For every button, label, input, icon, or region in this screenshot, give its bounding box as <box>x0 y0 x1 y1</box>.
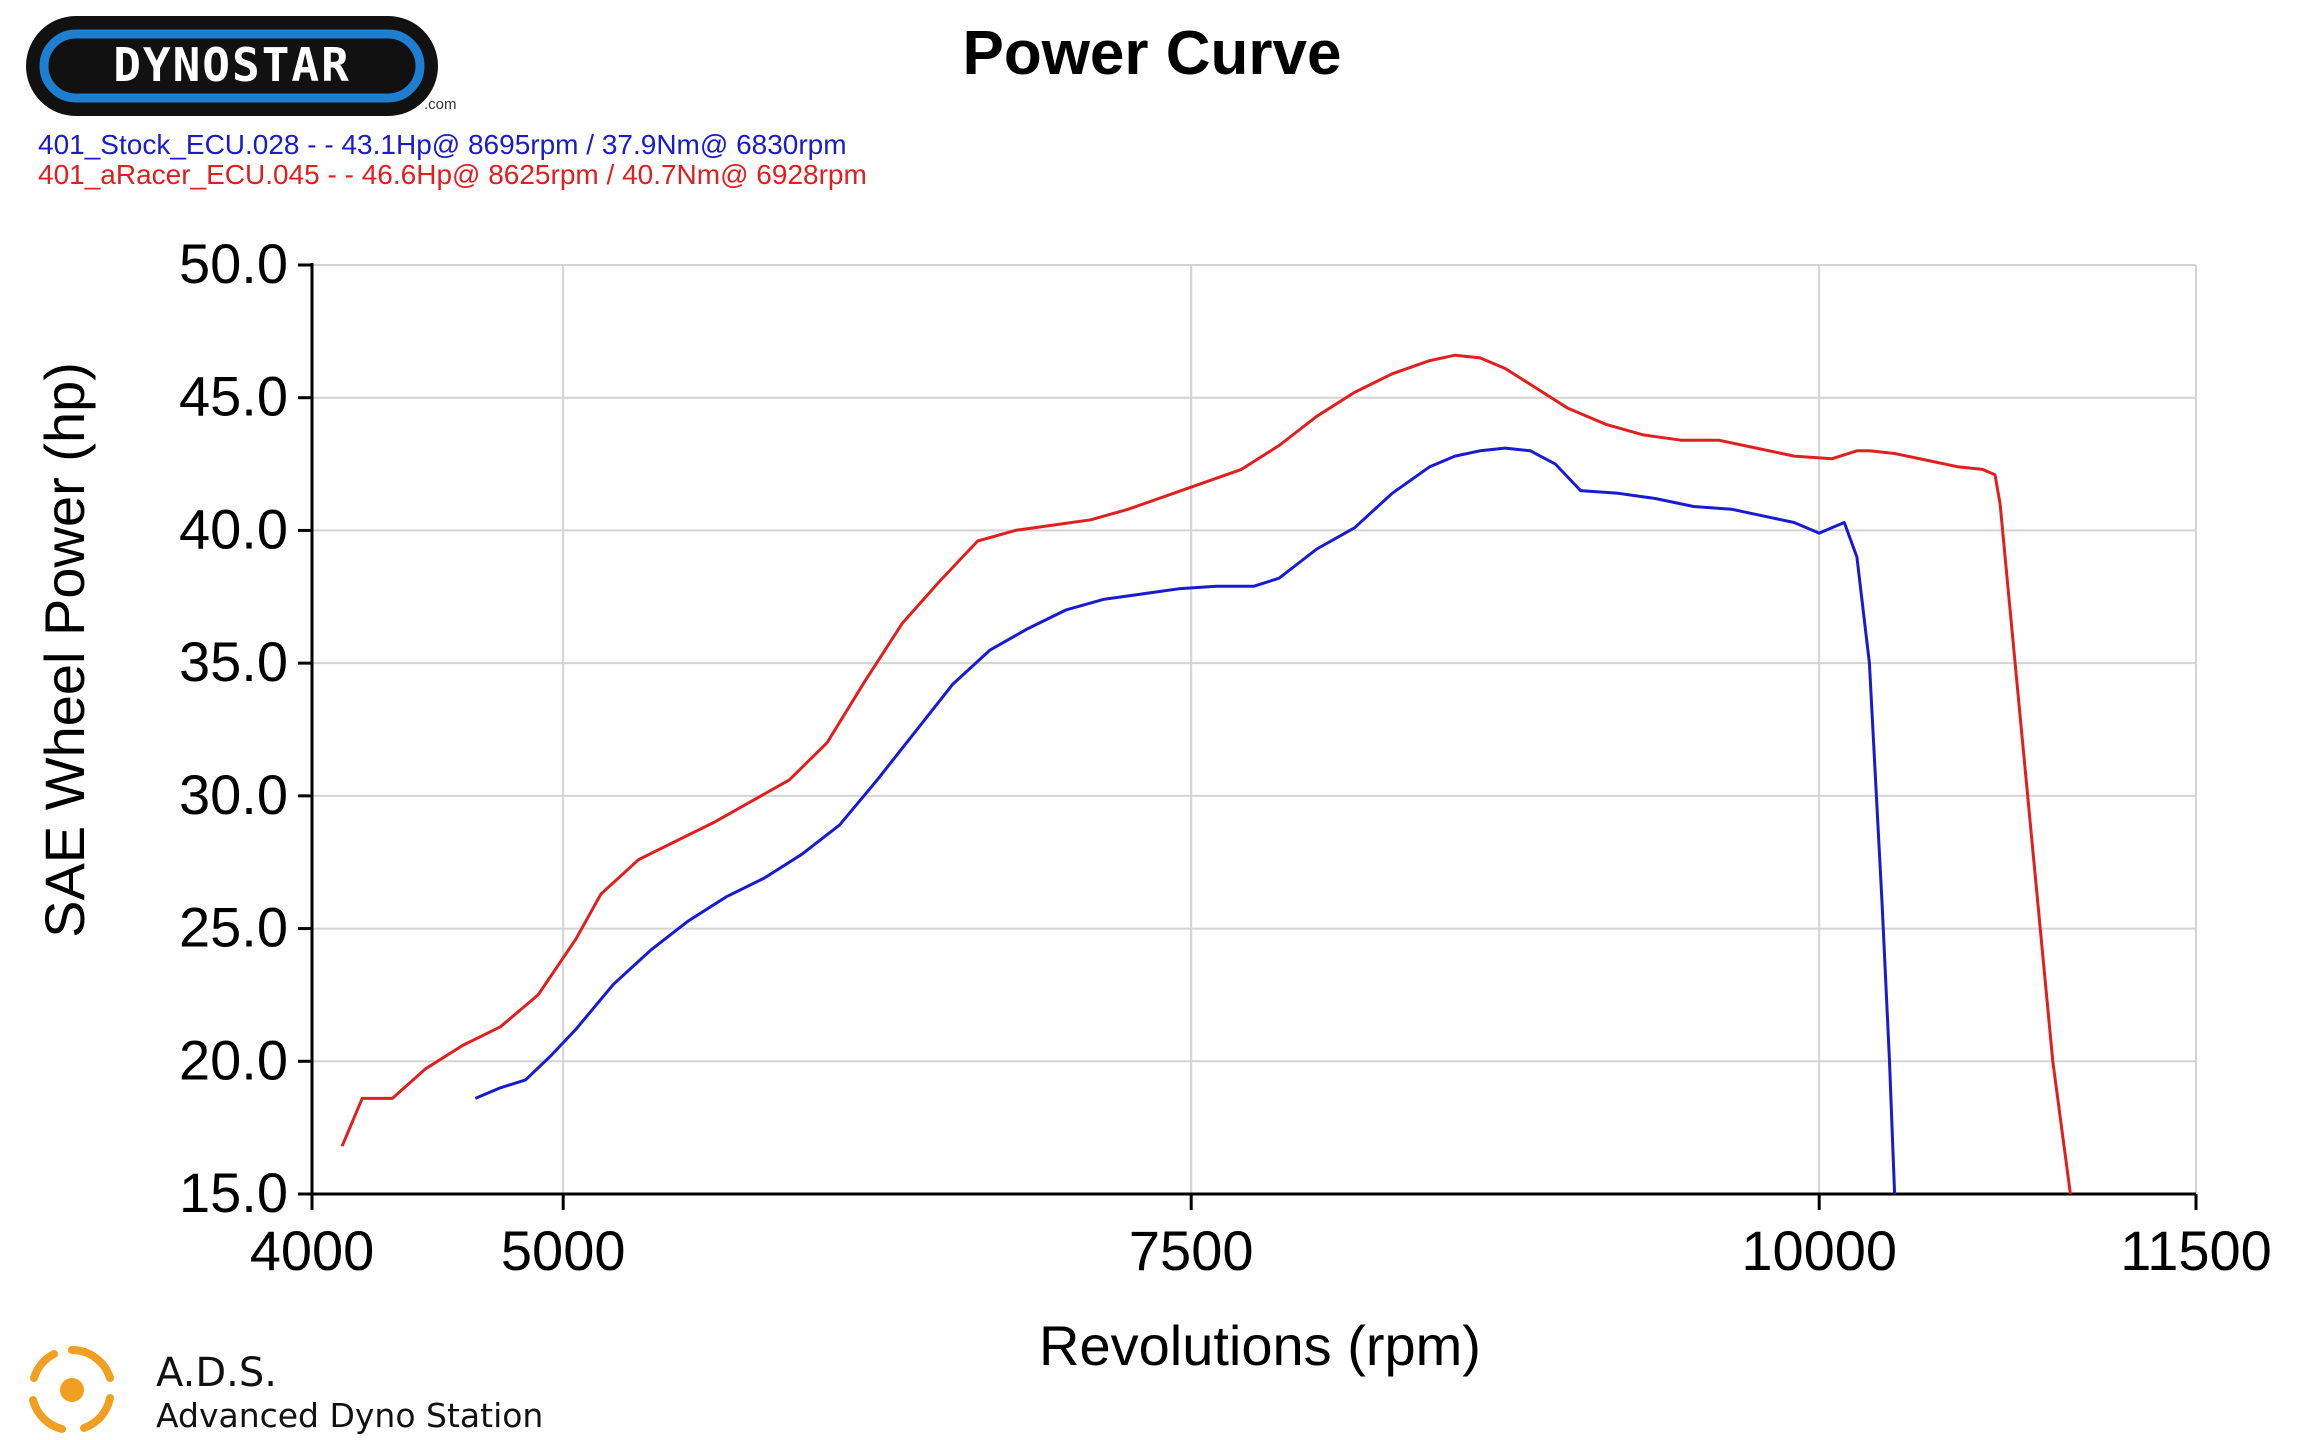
legend-entry-stock: 401_Stock_ECU.028 - - 43.1Hp@ 8695rpm / … <box>38 129 847 160</box>
ads-logo-icon <box>29 1346 114 1433</box>
ads-full-name: Advanced Dyno Station <box>156 1396 544 1435</box>
y-tick-label: 35.0 <box>179 630 288 693</box>
x-tick-label: 7500 <box>1129 1219 1254 1282</box>
x-axis-label: Revolutions (rpm) <box>1039 1314 1481 1377</box>
logo-text: DYNOSTAR <box>113 38 351 92</box>
y-axis-label: SAE Wheel Power (hp) <box>33 362 96 938</box>
ads-name: A.D.S. <box>156 1350 277 1396</box>
x-tick-label: 4000 <box>250 1219 375 1282</box>
y-tick-label: 30.0 <box>179 763 288 826</box>
logo-domain: .com <box>424 96 457 113</box>
grid <box>312 264 2197 1194</box>
series-lines <box>340 353 2072 1195</box>
dynostar-logo: DYNOSTAR <box>26 16 438 116</box>
axes <box>310 263 2196 1196</box>
chart-title: Power Curve <box>962 19 1342 88</box>
x-tick-label: 5000 <box>501 1219 626 1282</box>
legend: 401_Stock_ECU.028 - - 43.1Hp@ 8695rpm / … <box>38 130 867 190</box>
y-tick-label: 40.0 <box>179 497 288 560</box>
x-tick-label: 10000 <box>1741 1219 1897 1282</box>
y-tick-label: 20.0 <box>179 1028 288 1091</box>
y-tick-label: 50.0 <box>179 232 288 295</box>
legend-entry-aracer: 401_aRacer_ECU.045 - - 46.6Hp@ 8625rpm /… <box>38 159 867 190</box>
y-tick-label: 25.0 <box>179 896 288 959</box>
series-line-stock <box>474 446 1897 1195</box>
series-line-aracer <box>340 353 2072 1195</box>
y-tick-label: 45.0 <box>179 365 288 428</box>
x-tick-label: 11500 <box>2120 1219 2272 1282</box>
y-tick-label: 15.0 <box>179 1161 288 1224</box>
ticks: 15.0 20.0 25.0 30.0 35.0 40.0 45.0 50.0 4000 5000… <box>179 232 2272 1282</box>
